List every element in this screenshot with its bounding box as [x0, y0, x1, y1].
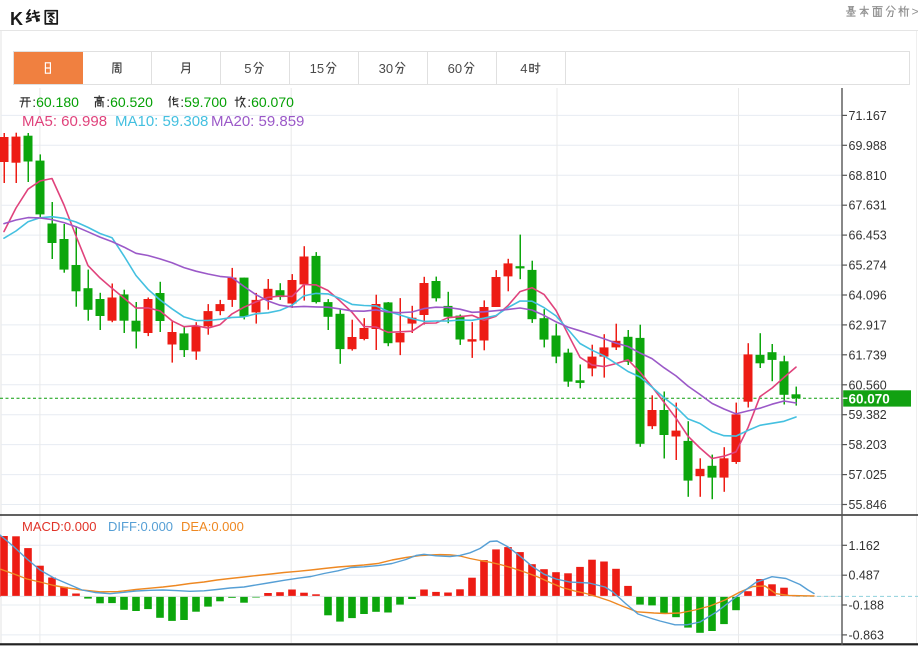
svg-text:60: 60: [448, 61, 462, 76]
svg-text:-0.863: -0.863: [849, 628, 884, 642]
svg-text:0.487: 0.487: [849, 569, 880, 583]
svg-text:61.739: 61.739: [849, 348, 887, 362]
svg-text:>: >: [912, 5, 918, 19]
svg-text:4: 4: [520, 61, 527, 76]
svg-text:1.162: 1.162: [849, 539, 880, 553]
svg-text:66.453: 66.453: [849, 229, 887, 243]
svg-text:58.203: 58.203: [849, 438, 887, 452]
svg-text:69.988: 69.988: [849, 139, 887, 153]
svg-text:60.560: 60.560: [849, 378, 887, 392]
svg-text:15: 15: [310, 61, 324, 76]
svg-text:68.810: 68.810: [849, 169, 887, 183]
svg-text:60.070: 60.070: [849, 392, 890, 407]
svg-text:65.274: 65.274: [849, 259, 887, 273]
svg-text:67.631: 67.631: [849, 199, 887, 213]
svg-text::60.180: :60.180: [32, 94, 79, 110]
svg-text:5: 5: [244, 61, 251, 76]
svg-text::59.700: :59.700: [180, 94, 227, 110]
svg-text:K: K: [10, 9, 23, 29]
svg-text:30: 30: [379, 61, 393, 76]
svg-text:57.025: 57.025: [849, 468, 887, 482]
svg-text::60.070: :60.070: [247, 94, 294, 110]
svg-text:64.096: 64.096: [849, 289, 887, 303]
svg-text:62.917: 62.917: [849, 318, 887, 332]
svg-text::60.520: :60.520: [106, 94, 153, 110]
svg-text:-0.188: -0.188: [849, 599, 884, 613]
svg-text:71.167: 71.167: [849, 109, 887, 123]
svg-text:59.382: 59.382: [849, 408, 887, 422]
svg-text:55.846: 55.846: [849, 498, 887, 512]
